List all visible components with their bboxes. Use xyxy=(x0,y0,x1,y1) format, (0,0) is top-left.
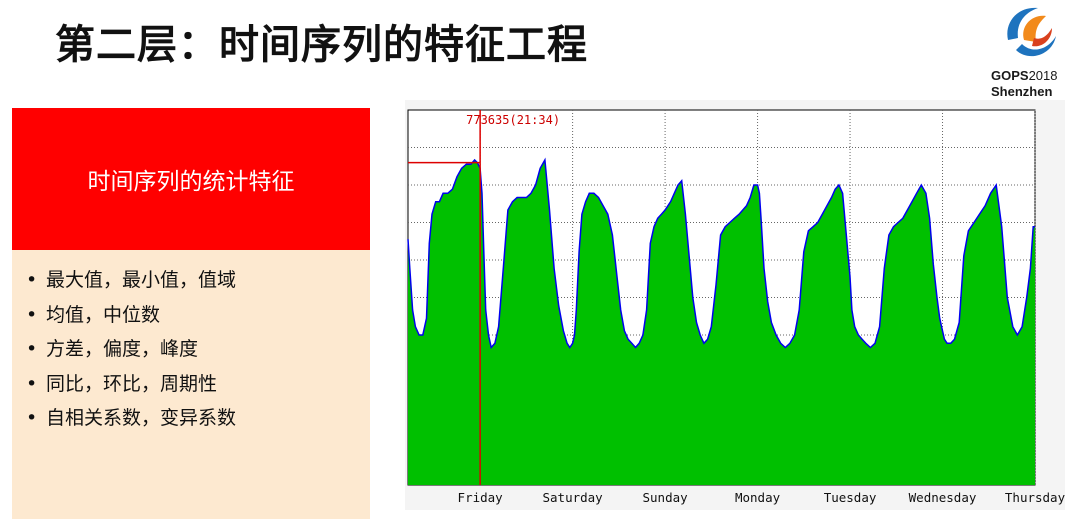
max-marker-group xyxy=(408,110,481,485)
gops-logo: GOPS2018 Shenzhen xyxy=(988,0,1076,100)
series-line xyxy=(407,157,1035,350)
list-item: • 方差，偏度，峰度 xyxy=(26,332,236,367)
x-tick-label: Wednesday xyxy=(909,490,977,505)
max-annotation: 773635(21:34) xyxy=(466,113,560,127)
bullet-icon: • xyxy=(26,372,38,395)
list-item-text: 最大值，最小值，值域 xyxy=(46,269,237,291)
bullet-icon: • xyxy=(26,338,38,360)
series-group xyxy=(407,157,1035,485)
x-tick-label: Sunday xyxy=(643,490,689,505)
slide-title: 第二层：时间序列的特征工程 xyxy=(55,22,588,68)
panel-heading-box: 时间序列的统计特征 xyxy=(12,108,370,250)
list-item-text: 方差，偏度，峰度 xyxy=(46,338,199,360)
logo-name: GOPS xyxy=(991,68,1029,83)
list-item: • 自相关系数，变异系数 xyxy=(26,401,236,436)
list-item-text: 同比，环比，周期性 xyxy=(46,372,218,395)
feature-list: • 最大值，最小值，值域 • 均值，中位数 • 方差，偏度，峰度 • 同比，环比，周期性… xyxy=(26,263,236,436)
list-item: • 最大值，最小值，值域 xyxy=(26,263,236,298)
bullet-icon: • xyxy=(26,303,38,326)
series-area xyxy=(408,160,1035,485)
traffic-chart-svg: 773635(21:34) Friday Saturday Sunday Monday… xyxy=(405,100,1065,510)
x-axis-ticks: Friday Saturday Sunday Monday Tuesday Wednesd… xyxy=(458,490,1065,505)
feature-panel: 时间序列的统计特征 • 最大值，最小值，值域 • 均值，中位数 • 方差，偏度，峰度 … xyxy=(12,108,370,519)
list-item-text: 自相关系数，变异系数 xyxy=(46,407,237,429)
x-tick-label: Friday xyxy=(458,490,504,505)
list-item: • 均值，中位数 xyxy=(26,298,236,333)
x-tick-label: Tuesday xyxy=(824,490,877,505)
logo-city: Shenzhen xyxy=(991,84,1053,96)
list-item: • 同比，环比，周期性 xyxy=(26,367,236,402)
bullet-icon: • xyxy=(26,269,38,291)
panel-heading: 时间序列的统计特征 xyxy=(87,169,295,195)
traffic-chart: 773635(21:34) Friday Saturday Sunday Monday… xyxy=(405,100,1065,510)
x-tick-label: Saturday xyxy=(543,490,604,505)
x-tick-label: Thursday xyxy=(1005,490,1065,505)
logo-year: 2018 xyxy=(1028,68,1058,83)
gops-logo-icon xyxy=(1002,6,1056,60)
x-tick-label: Monday xyxy=(735,490,781,505)
logo-wordmark: GOPS2018 xyxy=(991,68,1058,83)
bullet-icon: • xyxy=(26,407,38,429)
list-item-text: 均值，中位数 xyxy=(46,303,161,326)
